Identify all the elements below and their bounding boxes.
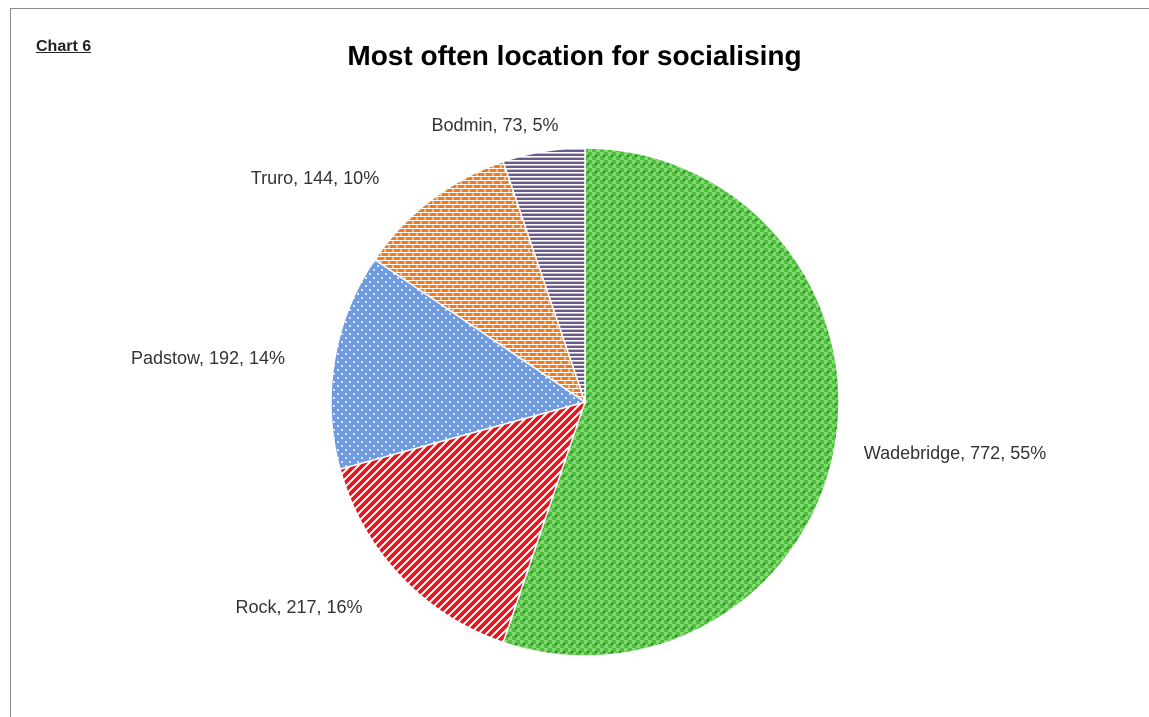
pie-slice — [373, 160, 587, 404]
chart-title: Most often location for socialising — [347, 40, 802, 71]
data-label: Truro, 144, 10% — [250, 168, 380, 188]
pie-slice — [502, 147, 586, 403]
pie-slice — [330, 258, 587, 471]
data-label: Bodmin, 73, 5% — [431, 115, 559, 135]
data-label: Rock, 217, 16% — [235, 597, 363, 617]
pie-slice — [339, 400, 587, 644]
pie-slice — [502, 147, 840, 657]
chart-number: Chart 6 — [36, 38, 92, 55]
data-label: Wadebridge, 772, 55% — [863, 443, 1047, 463]
data-label: Padstow, 192, 14% — [130, 348, 286, 368]
chart-frame — [10, 8, 1149, 717]
